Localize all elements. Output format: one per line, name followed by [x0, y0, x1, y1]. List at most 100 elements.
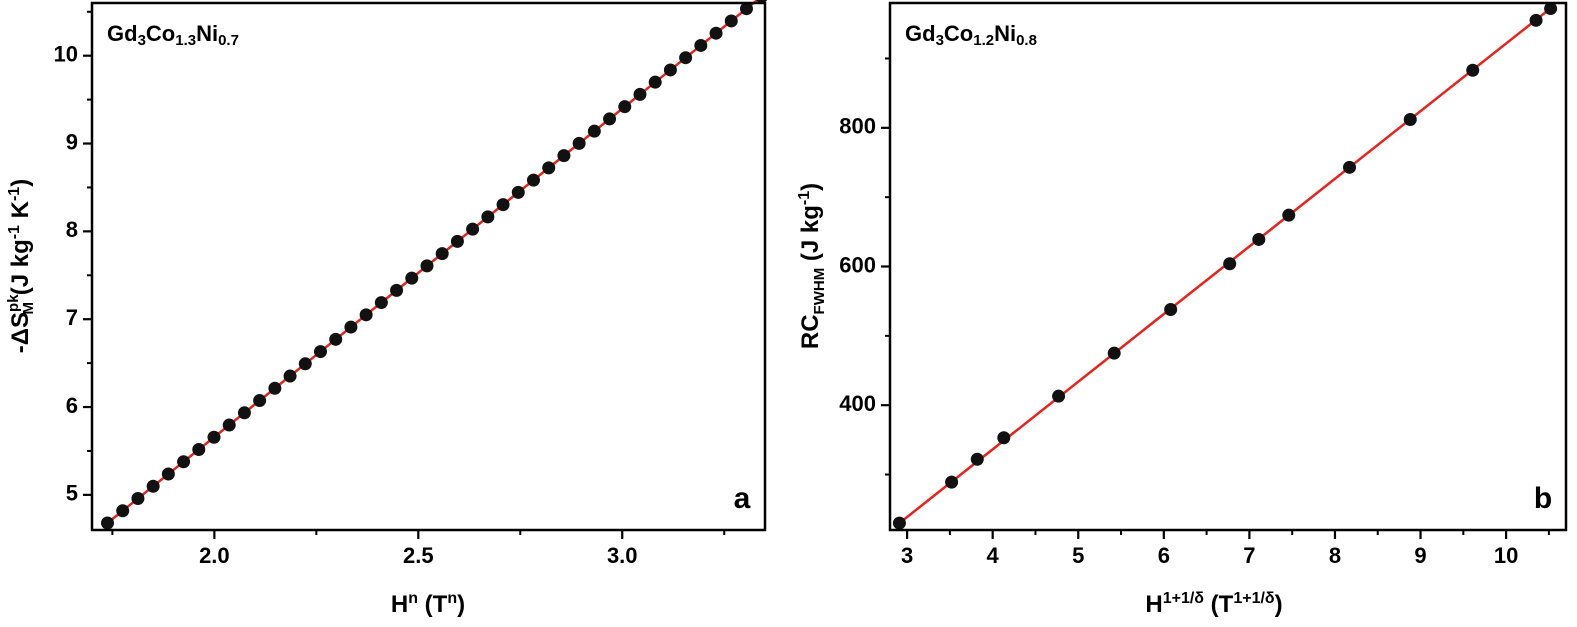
panel-a-data-point	[359, 308, 373, 322]
panel-b-y-tick-labels: 400 600 800	[839, 114, 876, 416]
panel-a-y-tick-label: 5	[66, 481, 78, 506]
panel-a-data-point	[100, 516, 114, 530]
panel-a-data-point	[648, 75, 662, 89]
panel-a-data-point	[207, 430, 221, 444]
panel-a-data-point	[496, 198, 510, 212]
panel-a-data-point	[526, 173, 540, 187]
panel-a-data-point	[450, 234, 464, 248]
panel-a-data-point	[694, 38, 708, 52]
panel-a-data-point	[192, 443, 206, 457]
panel-b-y-tick-label: 600	[839, 252, 876, 277]
panel-b-data-point	[1529, 13, 1543, 27]
panel-a-data-point	[633, 87, 647, 101]
panel-a-y-tick-label: 7	[66, 305, 78, 330]
panel-a-data-point	[161, 467, 175, 481]
panel-a-y-axis-title: -ΔSpkM (J kg-1 K-1)	[5, 179, 37, 353]
panel-b-data-point	[1223, 257, 1237, 271]
panel-a-y-tick-label: 9	[66, 129, 78, 154]
panel-b-data-point	[945, 475, 959, 489]
panel-b-data-point	[1164, 302, 1178, 316]
panel-b-data-point	[1107, 346, 1121, 360]
panel-a-data-point	[283, 369, 297, 383]
panel-a-data-point	[679, 51, 693, 65]
panel-a-plot-frame	[90, 1, 767, 532]
panel-b-data-point	[1252, 232, 1266, 246]
panel-a-fit-layer	[106, 0, 760, 524]
panel-a-data-point	[420, 259, 434, 273]
panel-a-x-tick-label: 2.0	[199, 543, 230, 568]
panel-a-x-axis-title: Hn (Tn)	[391, 590, 465, 618]
panel-b-data-point	[1343, 160, 1357, 174]
panel-a-data-point	[146, 479, 160, 493]
panel-a-data-point	[116, 504, 130, 518]
panel-b-x-tick-label: 6	[1158, 543, 1170, 568]
panel-a-x-tick-label: 3.0	[607, 543, 638, 568]
panel-b-x-tick-label: 5	[1072, 543, 1084, 568]
panel-a-data-point	[253, 394, 267, 408]
panel-b-x-tick-label: 8	[1329, 543, 1341, 568]
panel-a-major-ticks	[83, 54, 624, 539]
panel-b-y-axis-title: RCFWHM (J kg-1)	[796, 183, 828, 349]
panel-a-data-point	[374, 296, 388, 310]
panel-a-sample-label: Gd3Co1.3Ni0.7	[107, 21, 239, 49]
panel-a-data-point	[222, 418, 236, 432]
panel-a-data-point	[405, 271, 419, 285]
panel-a-data-point	[481, 210, 495, 224]
panel-b-major-ticks	[881, 126, 1508, 539]
panel-b-y-tick-label: 800	[839, 114, 876, 139]
panel-b-data-point	[1052, 389, 1066, 403]
panel-a-data-point	[131, 492, 145, 506]
panel-a-y-tick-label: 8	[66, 217, 78, 242]
panel-a-points-layer	[100, 0, 768, 530]
panel-b-data-point	[1282, 208, 1296, 222]
panel-b-x-tick-label: 3	[901, 543, 913, 568]
panel-b-letter: b	[1534, 482, 1552, 515]
panel-b: Gd3Co1.2Ni0.8 b H1+1/δ (T1+1/δ) RCFWHM (…	[796, 1, 1568, 618]
panel-b-x-tick-label: 4	[987, 543, 1000, 568]
panel-a-data-point	[511, 185, 525, 199]
panel-b-data-point	[1403, 112, 1417, 126]
panel-a-data-point	[466, 222, 480, 236]
panel-a-x-tick-label: 2.5	[403, 543, 434, 568]
panel-b-data-point	[970, 452, 984, 466]
panel-a-data-point	[268, 381, 282, 395]
panel-a-data-point	[237, 406, 251, 420]
panel-b-x-tick-label: 7	[1243, 543, 1255, 568]
panel-a-data-point	[390, 283, 404, 297]
panel-a-data-point	[587, 124, 601, 138]
panel-a-data-point	[663, 63, 677, 77]
panel-a-data-point	[557, 149, 571, 163]
panel-a-y-tick-label: 10	[54, 42, 78, 67]
panel-a-data-point	[542, 161, 556, 175]
panel-a-data-point	[618, 100, 632, 114]
panel-a: Gd3Co1.3Ni0.7 a Hn (Tn) -ΔSpkM (J kg-1 K…	[5, 0, 768, 618]
panel-a-data-point	[724, 14, 738, 28]
panel-b-points-layer	[892, 2, 1558, 530]
panel-b-minor-ticks	[885, 57, 1550, 535]
panel-b-x-tick-labels: 3 4 5 6 7 8 9 10	[901, 543, 1518, 568]
panel-b-data-point	[1466, 63, 1480, 77]
panel-a-data-point	[709, 26, 723, 40]
panel-a-data-point	[435, 247, 449, 261]
panel-b-x-tick-label: 10	[1494, 543, 1518, 568]
panel-b-y-tick-label: 400	[839, 391, 876, 416]
panel-b-data-point	[892, 516, 906, 530]
panel-a-data-point	[177, 455, 191, 469]
panel-a-data-point	[344, 320, 358, 334]
panel-a-data-point	[313, 345, 327, 359]
panel-b-data-point	[997, 431, 1011, 445]
panel-a-y-tick-labels: 5 6 7 8 9 10	[54, 42, 78, 506]
panel-a-letter: a	[734, 482, 751, 515]
panel-a-data-point	[739, 2, 753, 16]
panel-a-x-tick-labels: 2.0 2.5 3.0	[199, 543, 637, 568]
panel-b-x-axis-title: H1+1/δ (T1+1/δ)	[1145, 590, 1282, 618]
panel-b-plot-frame	[888, 1, 1568, 532]
panel-a-fit-line	[106, 0, 760, 524]
panel-a-data-point	[329, 332, 343, 346]
panel-b-sample-label: Gd3Co1.2Ni0.8	[905, 21, 1037, 49]
panel-b-data-point	[1544, 2, 1558, 16]
panel-b-x-tick-label: 9	[1414, 543, 1426, 568]
panel-a-data-point	[572, 136, 586, 150]
panel-a-y-tick-label: 6	[66, 393, 78, 418]
